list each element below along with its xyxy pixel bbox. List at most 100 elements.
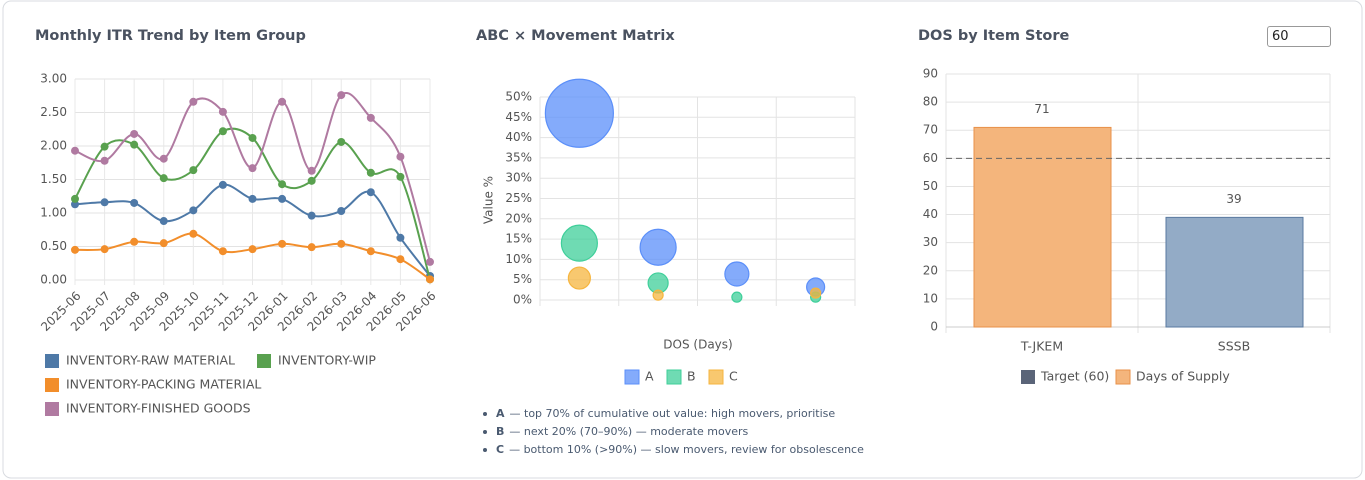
point <box>366 113 375 122</box>
bubble <box>652 289 664 301</box>
point <box>366 168 375 177</box>
note-text: — next 20% (70–90%) — moderate movers <box>509 425 748 438</box>
y-tick-label: 70 <box>923 123 938 137</box>
y-tick-label: 1.50 <box>40 172 67 186</box>
point <box>159 174 168 183</box>
y-axis-label: Value % <box>482 176 496 224</box>
y-tick-label: 1.00 <box>40 206 67 220</box>
y-tick-label: 50 <box>923 179 938 193</box>
point <box>337 91 346 100</box>
bubble <box>731 291 743 303</box>
y-tick-label: 10% <box>505 252 532 266</box>
x-tick-label: SSSB <box>1218 339 1250 354</box>
point <box>337 206 346 215</box>
point <box>396 255 405 264</box>
chart-title: Monthly ITR Trend by Item Group <box>35 28 306 44</box>
y-tick-label: 50% <box>505 90 532 104</box>
legend-label: C <box>729 369 738 384</box>
legend-label: B <box>687 369 696 384</box>
point <box>248 164 257 173</box>
point <box>130 198 139 207</box>
y-tick-label: 25% <box>505 191 532 205</box>
point <box>218 127 227 136</box>
y-tick-label: 45% <box>505 110 532 124</box>
point <box>189 229 198 238</box>
y-tick-label: 3.00 <box>40 72 67 86</box>
y-tick-label: 15% <box>505 232 532 246</box>
y-tick-label: 5% <box>513 272 532 286</box>
bubble <box>544 78 614 148</box>
point <box>278 180 287 189</box>
legend-swatch <box>1021 370 1035 384</box>
point <box>100 142 109 151</box>
legend-swatch <box>1115 369 1131 385</box>
value-label: 39 <box>1226 192 1241 206</box>
y-tick-label: 2.00 <box>40 139 67 153</box>
legend-swatch <box>45 402 59 416</box>
note-key: A <box>496 407 505 420</box>
point <box>307 166 316 175</box>
y-tick-label: 40 <box>923 207 938 221</box>
x-tick-label: T-JKEM <box>1020 339 1063 354</box>
legend-label: Days of Supply <box>1136 369 1230 384</box>
legend-label: Target (60) <box>1040 369 1109 384</box>
legend-swatch <box>45 378 59 392</box>
legend-swatch <box>257 354 271 368</box>
legend-swatch <box>624 369 640 385</box>
y-tick-label: 10 <box>923 291 938 305</box>
bubble <box>560 224 598 262</box>
point <box>189 166 198 175</box>
point <box>337 137 346 146</box>
legend-label: INVENTORY-RAW MATERIAL <box>66 353 235 368</box>
bar <box>973 126 1112 328</box>
note-text: — bottom 10% (>90%) — slow movers, revie… <box>509 443 864 456</box>
y-tick-label: 20% <box>505 211 532 225</box>
x-axis-label: DOS (Days) <box>663 338 732 352</box>
note-text: — top 70% of cumulative out value: high … <box>510 407 836 420</box>
y-tick-label: 40% <box>505 130 532 144</box>
point <box>71 194 79 203</box>
point <box>218 247 227 256</box>
y-tick-label: 20 <box>923 263 938 277</box>
legend-swatch <box>708 369 724 385</box>
point <box>396 172 405 181</box>
legend-label: INVENTORY-FINISHED GOODS <box>66 401 251 416</box>
point <box>218 180 227 189</box>
chart-title: ABC × Movement Matrix <box>476 28 675 44</box>
point <box>71 146 79 155</box>
legend-swatch <box>45 354 59 368</box>
bubble <box>810 287 822 299</box>
note: C — bottom 10% (>90%) — slow movers, revi… <box>496 443 864 456</box>
chart-title: DOS by Item Store <box>918 28 1070 44</box>
point <box>278 194 287 203</box>
point <box>130 129 139 138</box>
legend-label: A <box>645 369 654 384</box>
y-tick-label: 30 <box>923 235 938 249</box>
y-tick-label: 60 <box>923 151 938 165</box>
y-tick-label: 90 <box>923 67 938 81</box>
bubble <box>724 261 750 287</box>
point <box>100 245 109 254</box>
point <box>396 233 405 242</box>
y-tick-label: 0% <box>513 293 532 307</box>
point <box>189 97 198 106</box>
point <box>307 211 316 220</box>
y-tick-label: 80 <box>923 95 938 109</box>
value-label: 71 <box>1034 102 1049 116</box>
point <box>100 156 109 165</box>
bubble <box>567 266 591 290</box>
point <box>189 206 198 215</box>
point <box>159 239 168 248</box>
point <box>426 275 434 284</box>
target-input[interactable] <box>1267 26 1331 47</box>
y-tick-label: 2.50 <box>40 105 67 119</box>
bullet <box>483 412 487 416</box>
note: B — next 20% (70–90%) — moderate movers <box>496 425 749 438</box>
bar <box>1165 216 1304 328</box>
bubble <box>639 228 677 266</box>
note: A — top 70% of cumulative out value: high… <box>496 407 835 420</box>
point <box>159 154 168 163</box>
point <box>218 107 227 116</box>
